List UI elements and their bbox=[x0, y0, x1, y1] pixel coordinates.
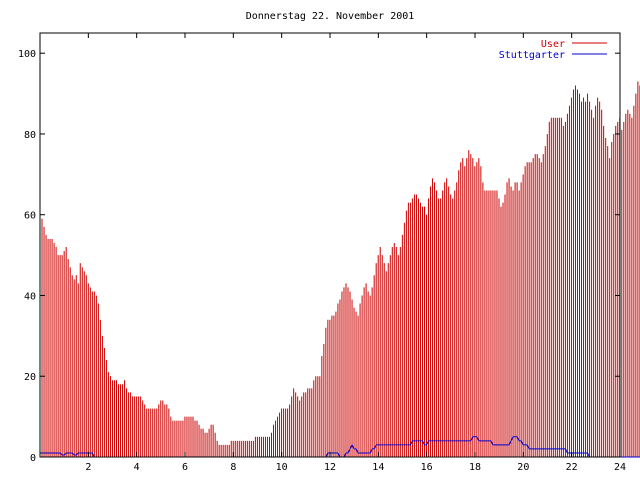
x-tick-label: 6 bbox=[182, 462, 188, 473]
user-series-impulses bbox=[39, 81, 640, 457]
x-tick-label: 4 bbox=[134, 462, 140, 473]
y-tick-label: 100 bbox=[18, 49, 36, 60]
y-tick-label: 20 bbox=[24, 372, 36, 383]
y-tick-label: 40 bbox=[24, 291, 36, 302]
x-tick-label: 24 bbox=[614, 462, 626, 473]
x-tick-label: 8 bbox=[230, 462, 236, 473]
legend-label-stuttgarter: Stuttgarter bbox=[499, 50, 565, 61]
legend-label-user: User bbox=[541, 39, 565, 50]
x-tick-label: 2 bbox=[85, 462, 91, 473]
x-tick-label: 20 bbox=[517, 462, 529, 473]
x-tick-label: 10 bbox=[276, 462, 288, 473]
x-tick-label: 18 bbox=[469, 462, 481, 473]
y-axis: 0 20 40 60 80 100 bbox=[18, 49, 620, 464]
x-axis: 2 4 6 8 10 12 14 16 18 20 22 24 bbox=[85, 33, 626, 473]
y-tick-label: 80 bbox=[24, 130, 36, 141]
y-tick-label: 0 bbox=[30, 453, 36, 464]
chart-title: Donnerstag 22. November 2001 bbox=[246, 11, 415, 22]
x-tick-label: 22 bbox=[566, 462, 578, 473]
x-tick-label: 14 bbox=[372, 462, 384, 473]
x-tick-label: 16 bbox=[421, 462, 433, 473]
legend: User Stuttgarter bbox=[499, 39, 607, 61]
y-tick-label: 60 bbox=[24, 211, 36, 222]
x-tick-label: 12 bbox=[324, 462, 336, 473]
